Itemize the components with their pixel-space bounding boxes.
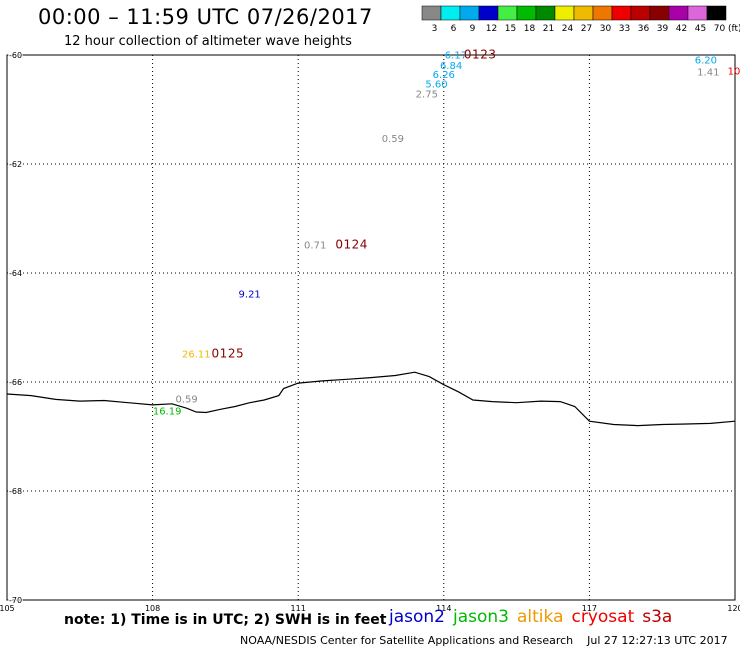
lon-tick-label: 114 bbox=[436, 604, 451, 613]
mission-label-jason3: jason3 bbox=[453, 607, 509, 627]
mission-label-s3a: s3a bbox=[642, 607, 673, 627]
swh-label: 16.19 bbox=[153, 407, 182, 418]
color-scale-tick-label: 15 bbox=[505, 24, 516, 34]
color-scale-tick-label: 3 bbox=[432, 24, 438, 34]
swh-label: 10 bbox=[728, 67, 740, 78]
page-subtitle: 12 hour collection of altimeter wave hei… bbox=[64, 34, 352, 49]
map-frame bbox=[6, 54, 736, 601]
swh-label: 0.59 bbox=[382, 134, 404, 145]
lat-tick-label: -64 bbox=[9, 269, 22, 278]
color-scale-tick-label: 42 bbox=[676, 24, 687, 34]
lat-tick-label: -66 bbox=[9, 378, 22, 387]
lon-tick-label: 108 bbox=[145, 604, 160, 613]
mission-label-cryosat: cryosat bbox=[571, 607, 635, 627]
units-note: note: 1) Time is in UTC; 2) SWH is in fe… bbox=[64, 612, 387, 628]
swh-label: 6.26 bbox=[433, 70, 455, 81]
lon-tick-label: 111 bbox=[291, 604, 306, 613]
mission-legend: jason2 jason3 altika cryosat s3a bbox=[389, 607, 680, 627]
color-scale-tick-label: 24 bbox=[562, 24, 574, 34]
map-grid bbox=[7, 55, 735, 600]
time-label: 0125 bbox=[212, 346, 245, 360]
time-labels: 0123 0124 0125 bbox=[212, 47, 497, 360]
lat-tick-label: -68 bbox=[9, 487, 22, 496]
color-scale-tick-label: 36 bbox=[638, 24, 650, 34]
time-label: 0124 bbox=[335, 237, 368, 251]
swh-label: 26.11 bbox=[182, 349, 211, 360]
swh-label: 6.20 bbox=[695, 56, 717, 67]
color-scale-tick-label: 45 bbox=[695, 24, 706, 34]
color-scale-tick-label: 39 bbox=[657, 24, 669, 34]
footer-timestamp: Jul 27 12:27:13 UTC 2017 bbox=[587, 634, 728, 647]
lon-tick-label: 120 bbox=[727, 604, 740, 613]
color-scale-tick-label: 18 bbox=[524, 24, 536, 34]
wave-height-labels: 6.176.846.265.602.75 0.59 0.71 9.21 26.11 0.5… bbox=[153, 50, 740, 417]
color-scale-swatch bbox=[706, 5, 727, 21]
color-scale-tick-label: 12 bbox=[486, 24, 497, 34]
time-label: 0123 bbox=[464, 47, 497, 61]
lon-tick-label: 117 bbox=[582, 604, 597, 613]
color-scale-unit: (ft) bbox=[728, 24, 740, 34]
swh-label: 0.71 bbox=[304, 240, 326, 251]
swh-label: 5.60 bbox=[425, 80, 447, 91]
lon-tick-label: 105 bbox=[0, 604, 15, 613]
footer: NOAA/NESDIS Center for Satellite Applica… bbox=[240, 634, 740, 647]
swh-label: 6.17 bbox=[445, 50, 467, 61]
color-scale-tick-label: 27 bbox=[581, 24, 592, 34]
color-scale-tick-label: 9 bbox=[470, 24, 476, 34]
swh-label: 9.21 bbox=[239, 290, 261, 301]
coastline bbox=[6, 371, 736, 427]
swh-label: 1.41 bbox=[697, 68, 719, 79]
color-scale-tick-label: 30 bbox=[600, 24, 612, 34]
swh-label: 6.84 bbox=[440, 61, 462, 72]
mission-label-altika: altika bbox=[517, 607, 564, 627]
lat-tick-label: -62 bbox=[9, 160, 22, 169]
swh-label: 2.75 bbox=[416, 90, 438, 101]
swh-label: 0.59 bbox=[175, 395, 197, 406]
footer-credit: NOAA/NESDIS Center for Satellite Applica… bbox=[240, 634, 574, 647]
color-scale-tick-label: 21 bbox=[543, 24, 554, 34]
mission-label-jason2: jason2 bbox=[389, 607, 445, 627]
map-tick-labels: 105 108 111 114 117 120 -60 -62 -64 -66 -68 -70 bbox=[0, 50, 740, 613]
page-title: 00:00 – 11:59 UTC 07/26/2017 bbox=[38, 5, 373, 29]
color-scale-tick-label: 6 bbox=[451, 24, 457, 34]
color-scale-tick-label: 70 bbox=[714, 24, 726, 34]
lat-tick-label: -70 bbox=[9, 596, 22, 605]
lat-tick-label: -60 bbox=[9, 51, 22, 60]
color-scale-tick-label: 33 bbox=[619, 24, 630, 34]
